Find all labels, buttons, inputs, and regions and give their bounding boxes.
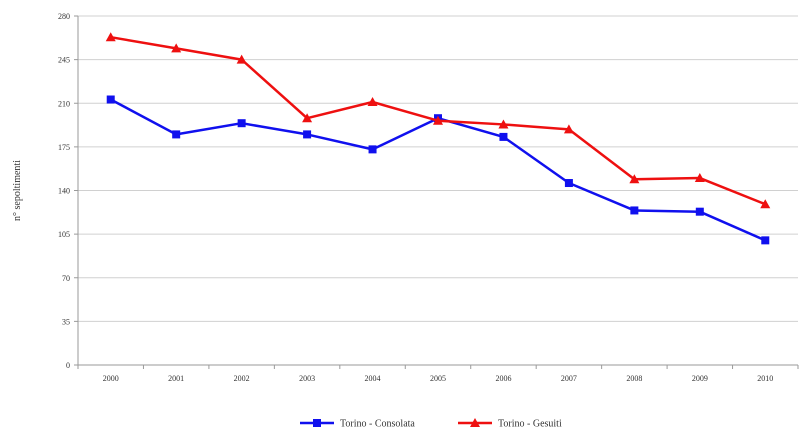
data-point (172, 130, 181, 139)
data-point (760, 199, 771, 209)
y-tick-label: 0 (66, 361, 70, 370)
data-point (694, 173, 705, 183)
data-point (368, 145, 377, 154)
data-point (499, 132, 508, 141)
x-tick-label: 2003 (299, 374, 315, 383)
legend-item: Torino - Consolata (300, 419, 415, 430)
axis-layer: 0 35 70 105 140 175 210 245 280 2000 2001 2002 2003 2… (58, 12, 799, 383)
data-point (695, 207, 704, 216)
y-tick-label: 175 (58, 143, 70, 152)
legend-label: Torino - Gesuiti (498, 419, 562, 430)
data-point (105, 32, 116, 42)
legend: Torino - Consolata Torino - Gesuiti (300, 418, 562, 430)
y-tick-label: 105 (58, 230, 70, 239)
legend-item: Torino - Gesuiti (458, 418, 562, 430)
x-tick-label: 2002 (234, 374, 250, 383)
x-tick-label: 2001 (168, 374, 184, 383)
x-tick-label: 2008 (626, 374, 642, 383)
x-tick-label: 2004 (365, 374, 381, 383)
y-tick-label: 280 (58, 12, 70, 21)
data-point (564, 179, 573, 188)
data-point (630, 206, 639, 215)
y-tick-label: 245 (58, 56, 70, 65)
data-point (171, 43, 182, 53)
legend-marker (313, 419, 321, 427)
y-tick-label: 70 (62, 274, 70, 283)
data-point (236, 54, 247, 64)
data-point (367, 97, 378, 107)
data-point (302, 113, 313, 123)
data-point (629, 174, 640, 184)
data-point (237, 119, 246, 128)
x-tick-label: 2007 (561, 374, 577, 383)
y-tick-label: 210 (58, 99, 70, 108)
x-tick-label: 2009 (692, 374, 708, 383)
data-point (106, 95, 115, 104)
x-tick-label: 2005 (430, 374, 446, 383)
data-point (498, 119, 509, 129)
data-point (303, 130, 312, 139)
y-tick-label: 140 (58, 187, 70, 196)
data-point (563, 124, 574, 134)
data-point (761, 236, 770, 245)
series-layer (105, 32, 771, 245)
grid-layer (78, 15, 798, 366)
data-point (433, 115, 443, 125)
y-tick-label: 35 (62, 317, 70, 326)
legend-marker (470, 418, 480, 427)
x-tick-label: 2010 (757, 374, 773, 383)
series-2 (105, 32, 771, 209)
legend-label: Torino - Consolata (340, 419, 415, 430)
x-tick-label: 2000 (103, 374, 119, 383)
y-axis-title: n° sepoltimenti (12, 160, 23, 221)
x-tick-label: 2006 (495, 374, 511, 383)
